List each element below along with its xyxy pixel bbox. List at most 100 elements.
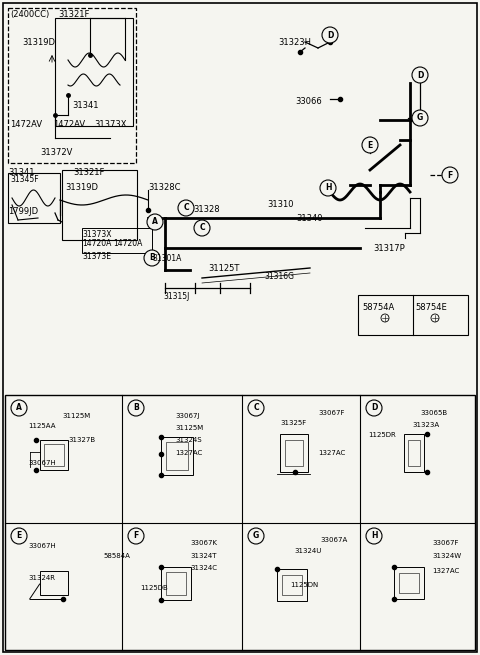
Text: 33066: 33066: [295, 97, 322, 106]
Bar: [399, 573, 419, 593]
Text: 31315J: 31315J: [163, 292, 190, 301]
Text: 31373E: 31373E: [82, 252, 111, 261]
Bar: [82, 228, 152, 253]
Text: 31324W: 31324W: [432, 553, 461, 559]
Text: 1125DR: 1125DR: [368, 432, 396, 438]
Circle shape: [128, 400, 144, 416]
Bar: [8, 173, 60, 223]
Text: 31319D: 31319D: [22, 38, 55, 47]
Circle shape: [11, 528, 27, 544]
Text: E: E: [16, 531, 22, 540]
Text: 1125DN: 1125DN: [290, 582, 318, 588]
Text: 31319D: 31319D: [65, 183, 98, 192]
Text: 31328: 31328: [193, 205, 220, 214]
Text: 58754E: 58754E: [415, 303, 447, 312]
Text: 31316G: 31316G: [264, 272, 294, 281]
Circle shape: [248, 400, 264, 416]
Text: 31327B: 31327B: [68, 437, 95, 443]
Text: A: A: [16, 403, 22, 413]
Text: 31325F: 31325F: [280, 420, 306, 426]
Bar: [394, 567, 424, 599]
Text: (2400CC): (2400CC): [10, 10, 49, 19]
Text: 1327AC: 1327AC: [432, 568, 459, 574]
Bar: [166, 441, 188, 470]
Text: 31324S: 31324S: [175, 437, 202, 443]
Text: 31324R: 31324R: [28, 575, 55, 581]
Text: 31324T: 31324T: [190, 553, 216, 559]
Text: D: D: [327, 31, 333, 39]
Bar: [161, 437, 193, 475]
Bar: [44, 443, 64, 466]
Text: 1472AV: 1472AV: [10, 120, 42, 129]
Text: C: C: [253, 403, 259, 413]
Text: 31328C: 31328C: [148, 183, 180, 192]
Circle shape: [412, 67, 428, 83]
Text: 31341: 31341: [72, 101, 98, 110]
Text: 1125DB: 1125DB: [140, 585, 168, 591]
Text: 33067F: 33067F: [318, 410, 345, 416]
Text: D: D: [371, 403, 377, 413]
Circle shape: [442, 167, 458, 183]
Bar: [40, 571, 68, 595]
Text: 31345F: 31345F: [10, 175, 38, 184]
Circle shape: [144, 250, 160, 266]
Text: 31324U: 31324U: [294, 548, 322, 554]
Text: 33067H: 33067H: [28, 460, 56, 466]
Text: 33067H: 33067H: [28, 543, 56, 549]
Circle shape: [366, 528, 382, 544]
Circle shape: [178, 200, 194, 216]
Circle shape: [11, 400, 27, 416]
Bar: [358, 295, 468, 335]
Text: 58584A: 58584A: [103, 553, 130, 559]
Circle shape: [248, 528, 264, 544]
Circle shape: [194, 220, 210, 236]
Text: 33067F: 33067F: [432, 540, 458, 546]
Text: 14720A: 14720A: [82, 239, 111, 248]
Text: 33067A: 33067A: [320, 537, 347, 543]
Text: G: G: [253, 531, 259, 540]
Circle shape: [362, 137, 378, 153]
Circle shape: [366, 400, 382, 416]
Bar: [404, 434, 424, 472]
Text: B: B: [133, 403, 139, 413]
Circle shape: [412, 110, 428, 126]
Bar: [166, 572, 186, 595]
Text: F: F: [133, 531, 139, 540]
Circle shape: [322, 27, 338, 43]
Bar: [277, 569, 307, 601]
Text: 31373X: 31373X: [82, 230, 111, 239]
Text: 1799JD: 1799JD: [8, 207, 38, 216]
Text: C: C: [183, 204, 189, 212]
Text: 33065B: 33065B: [420, 410, 447, 416]
Text: 33067K: 33067K: [190, 540, 217, 546]
Text: 31341: 31341: [8, 168, 35, 177]
Text: 31321F: 31321F: [58, 10, 89, 19]
Circle shape: [147, 214, 163, 230]
Text: 1327AC: 1327AC: [175, 450, 202, 456]
Bar: [62, 170, 137, 240]
Text: D: D: [417, 71, 423, 79]
Text: 14720A: 14720A: [113, 239, 143, 248]
Text: 1472AV: 1472AV: [53, 120, 85, 129]
Text: A: A: [152, 217, 158, 227]
Text: 31125M: 31125M: [175, 425, 203, 431]
Bar: [280, 434, 308, 472]
Text: F: F: [447, 170, 453, 179]
Text: 33067J: 33067J: [175, 413, 200, 419]
Text: 31321F: 31321F: [73, 168, 104, 177]
Text: 31317P: 31317P: [373, 244, 405, 253]
Text: C: C: [199, 223, 205, 233]
Text: 31340: 31340: [296, 214, 323, 223]
Text: E: E: [367, 141, 372, 149]
Text: 31125T: 31125T: [208, 264, 240, 273]
Text: H: H: [371, 531, 377, 540]
Bar: [161, 567, 191, 600]
Text: H: H: [325, 183, 331, 193]
Text: 1125AA: 1125AA: [28, 423, 56, 429]
Bar: [8, 8, 136, 163]
Bar: [55, 18, 133, 126]
Text: 31125M: 31125M: [62, 413, 90, 419]
Text: 58754A: 58754A: [362, 303, 394, 312]
Text: 1327AC: 1327AC: [318, 450, 345, 456]
Text: 31372V: 31372V: [40, 148, 72, 157]
